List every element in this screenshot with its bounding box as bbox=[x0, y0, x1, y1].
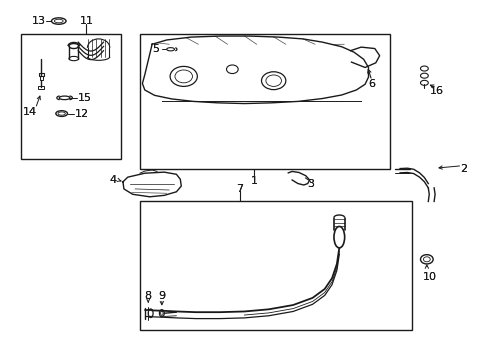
Text: 9: 9 bbox=[158, 291, 165, 301]
Text: 3: 3 bbox=[306, 179, 313, 189]
Text: 7: 7 bbox=[236, 184, 243, 194]
Text: 1: 1 bbox=[250, 176, 257, 186]
Text: 12: 12 bbox=[74, 109, 88, 119]
Bar bbox=[21, 33, 120, 158]
Bar bbox=[38, 86, 44, 89]
Text: 13: 13 bbox=[32, 16, 46, 26]
Bar bbox=[140, 202, 411, 330]
Text: 3: 3 bbox=[306, 179, 313, 189]
Text: 6: 6 bbox=[367, 79, 375, 89]
Text: 10: 10 bbox=[423, 272, 436, 282]
Text: 8: 8 bbox=[144, 291, 151, 301]
Text: 1: 1 bbox=[250, 176, 257, 186]
Text: 14: 14 bbox=[22, 107, 37, 117]
Text: 15: 15 bbox=[78, 93, 92, 103]
Text: 6: 6 bbox=[367, 79, 375, 89]
Text: 5: 5 bbox=[152, 44, 159, 54]
Text: 13: 13 bbox=[32, 16, 46, 26]
Text: 2: 2 bbox=[459, 164, 466, 174]
Text: 16: 16 bbox=[428, 86, 443, 96]
Text: 16: 16 bbox=[428, 86, 443, 96]
Text: 5: 5 bbox=[152, 44, 159, 54]
Text: 12: 12 bbox=[74, 109, 88, 119]
Bar bbox=[39, 73, 43, 76]
Bar bbox=[40, 76, 42, 80]
Text: 8: 8 bbox=[144, 291, 151, 301]
Bar bbox=[140, 33, 389, 169]
Text: 11: 11 bbox=[80, 16, 93, 26]
Text: 11: 11 bbox=[80, 16, 93, 26]
Text: 14: 14 bbox=[22, 107, 37, 117]
Text: 4: 4 bbox=[109, 175, 117, 185]
Text: 4: 4 bbox=[109, 175, 117, 185]
Text: 10: 10 bbox=[423, 272, 436, 282]
Text: 15: 15 bbox=[78, 93, 92, 103]
Text: 9: 9 bbox=[158, 291, 165, 301]
Text: 2: 2 bbox=[459, 164, 466, 174]
Text: 7: 7 bbox=[236, 184, 243, 194]
